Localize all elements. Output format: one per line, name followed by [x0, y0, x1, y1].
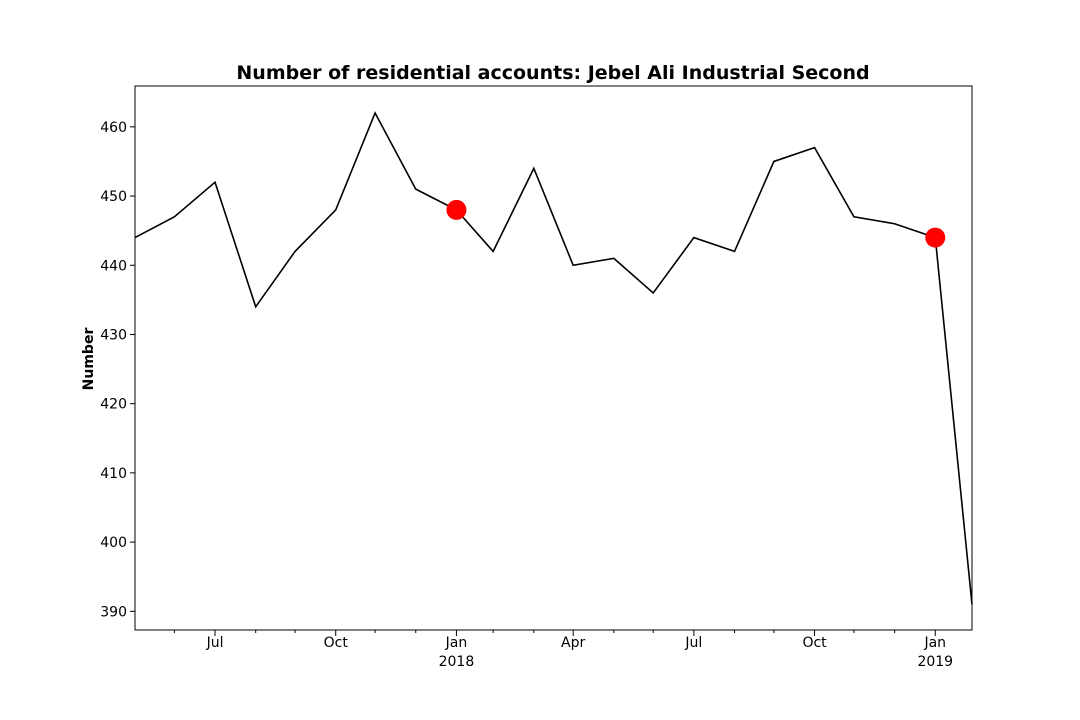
plot-area: 390 400 410 420 430 440 450 460 Jul Oct Jan 2018 Apr… [100, 111, 973, 670]
y-tick-label: 420 [100, 397, 127, 413]
chart-title: Number of residential accounts: Jebel Al… [236, 62, 869, 84]
x-tick-label: Jul [684, 635, 702, 651]
series-line [134, 111, 973, 605]
y-tick-label: 410 [100, 466, 127, 482]
y-axis-label: Number [81, 328, 97, 391]
x-tick-year-label: 2018 [439, 654, 475, 670]
x-tick-label: Oct [324, 635, 349, 651]
plot-frame [134, 85, 973, 631]
x-tick-year-label: 2019 [917, 654, 953, 670]
highlight-marker [446, 199, 467, 220]
highlight-marker [925, 227, 946, 248]
x-tick-label: Jul [206, 635, 224, 651]
x-tick-label: Jan [923, 635, 946, 651]
y-tick-label: 400 [100, 535, 127, 551]
y-tick-label: 440 [100, 258, 127, 274]
y-tick-label: 430 [100, 327, 127, 343]
x-tick-label: Oct [802, 635, 827, 651]
x-tick-label: Apr [561, 635, 585, 651]
x-tick-label: Jan [445, 635, 468, 651]
y-tick-label: 390 [100, 604, 127, 620]
y-tick-label: 460 [100, 120, 127, 136]
y-tick-label: 450 [100, 189, 127, 205]
